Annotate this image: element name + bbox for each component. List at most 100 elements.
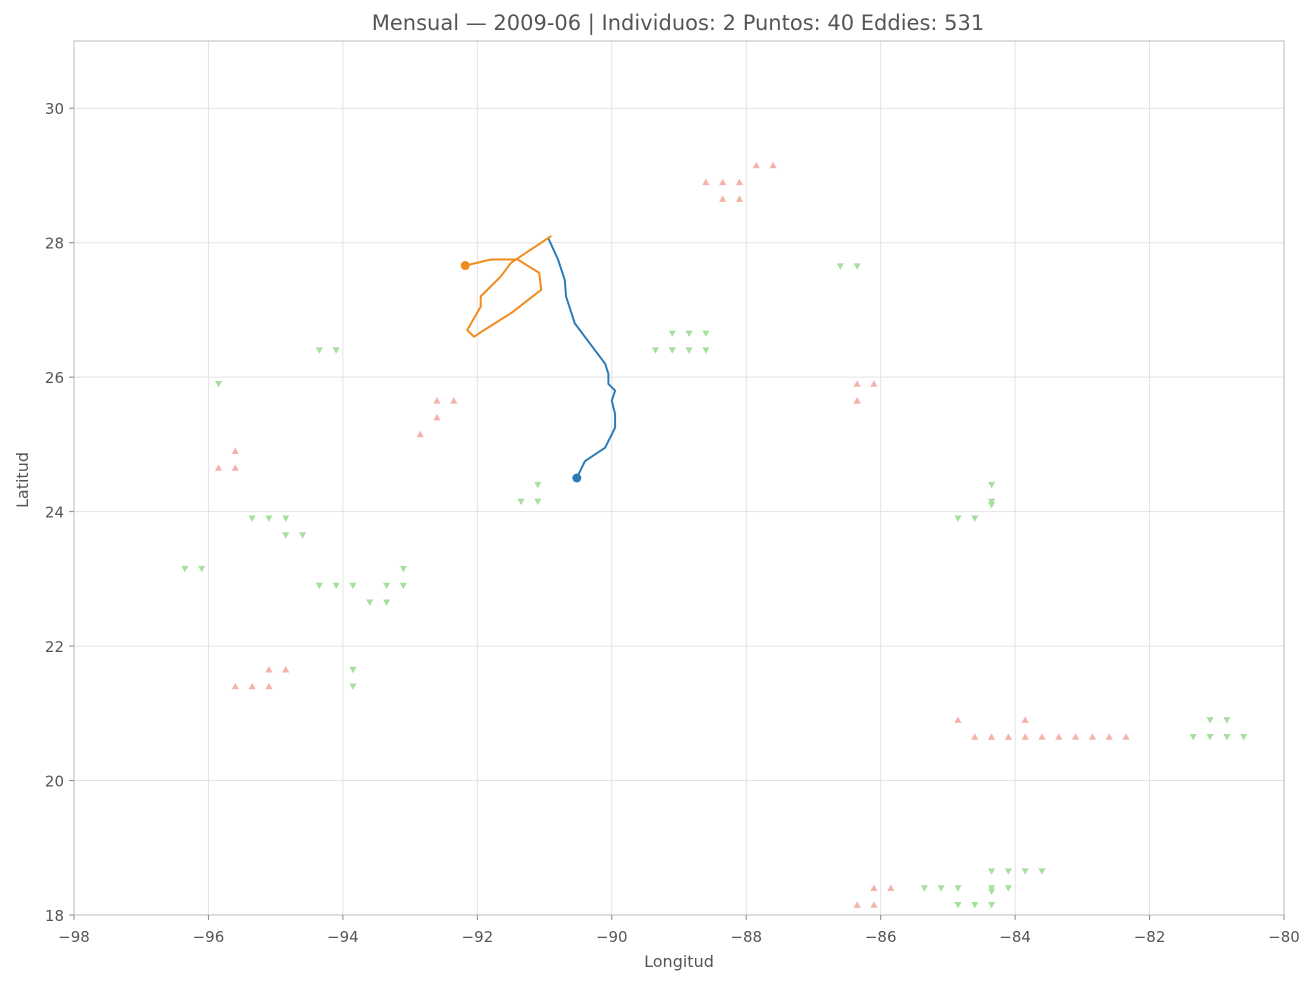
eddy-marker-up bbox=[248, 682, 256, 690]
eddy-marker-down bbox=[349, 666, 357, 674]
x-tick-label: −94 bbox=[327, 928, 359, 946]
eddy-marker-down bbox=[181, 565, 189, 573]
track-line-2 bbox=[464, 235, 552, 338]
eddy-marker-down bbox=[937, 885, 945, 892]
y-tick-label: 18 bbox=[45, 907, 64, 925]
eddy-marker-down bbox=[987, 498, 996, 506]
eddy-marker-up bbox=[870, 380, 878, 387]
eddy-marker-down bbox=[971, 902, 979, 909]
eddy-marker-down bbox=[668, 330, 676, 338]
tracks bbox=[460, 235, 617, 483]
eddy-marker-down bbox=[366, 599, 374, 606]
eddy-marker-up bbox=[853, 380, 861, 387]
eddy-marker-up bbox=[416, 430, 424, 438]
eddy-marker-down bbox=[332, 582, 340, 590]
eddy-marker-down bbox=[702, 347, 710, 354]
x-tick-label: −86 bbox=[865, 928, 897, 946]
axis-ticks: −98 −96 −94 −92 −90 −88 −86 −84 −82 −80 18 20 22 24 26… bbox=[45, 100, 1300, 946]
eddy-marker-down bbox=[971, 515, 979, 522]
plot-frame bbox=[73, 40, 1285, 916]
eddy-marker-up bbox=[1088, 733, 1097, 740]
eddy-marker-down bbox=[685, 347, 693, 354]
eddy-marker-down bbox=[954, 902, 962, 909]
eddy-marker-down bbox=[954, 885, 962, 892]
eddy-marker-down bbox=[987, 885, 996, 892]
eddy-markers bbox=[181, 161, 1248, 909]
eddy-marker-down bbox=[702, 330, 710, 338]
eddy-marker-up bbox=[231, 447, 239, 454]
x-tick-label: −80 bbox=[1268, 928, 1300, 946]
x-tick-label: −96 bbox=[193, 928, 225, 946]
eddy-marker-down bbox=[920, 885, 928, 892]
eddy-marker-down bbox=[399, 582, 407, 590]
x-tick-label: −84 bbox=[999, 928, 1031, 946]
eddy-marker-up bbox=[870, 901, 878, 908]
eddy-marker-down bbox=[349, 683, 357, 691]
eddy-marker-down bbox=[399, 565, 407, 573]
eddy-marker-down bbox=[315, 347, 323, 354]
x-axis-label: Longitud bbox=[644, 952, 714, 971]
x-tick-label: −88 bbox=[730, 928, 762, 946]
eddy-marker-up bbox=[870, 884, 878, 891]
eddy-marker-down bbox=[1240, 733, 1248, 741]
eddy-marker-down bbox=[651, 347, 660, 354]
eddy-marker-down bbox=[954, 515, 962, 522]
eddy-marker-down bbox=[534, 498, 542, 506]
eddy-marker-down bbox=[198, 565, 206, 573]
eddy-marker-up bbox=[1021, 733, 1029, 740]
eddy-marker-up bbox=[1038, 733, 1046, 740]
eddy-marker-down bbox=[1206, 733, 1214, 741]
x-tick-label: −82 bbox=[1134, 928, 1166, 946]
eddy-marker-down bbox=[987, 902, 996, 909]
eddy-marker-up bbox=[853, 901, 861, 908]
eddy-marker-up bbox=[987, 733, 996, 740]
eddy-marker-up bbox=[735, 195, 744, 202]
eddy-marker-up bbox=[433, 397, 441, 404]
eddy-marker-up bbox=[1072, 733, 1080, 740]
y-tick-label: 22 bbox=[45, 638, 64, 656]
eddy-marker-up bbox=[1055, 733, 1063, 740]
eddy-marker-down bbox=[1021, 868, 1029, 875]
eddy-marker-down bbox=[1038, 868, 1046, 875]
eddy-marker-down bbox=[1189, 733, 1197, 741]
eddy-marker-up bbox=[719, 195, 727, 202]
y-tick-label: 30 bbox=[45, 100, 64, 118]
eddy-marker-up bbox=[214, 464, 223, 471]
eddy-marker-up bbox=[719, 178, 727, 186]
chart-title: Mensual — 2009-06 | Individuos: 2 Puntos… bbox=[372, 11, 985, 36]
x-tick-label: −90 bbox=[596, 928, 628, 946]
eddy-marker-down bbox=[315, 582, 323, 590]
eddy-marker-up bbox=[433, 413, 441, 421]
x-tick-label: −98 bbox=[58, 928, 90, 946]
eddy-marker-down bbox=[248, 515, 256, 522]
eddy-marker-up bbox=[954, 716, 962, 723]
eddy-marker-up bbox=[769, 161, 777, 169]
eddy-marker-up bbox=[971, 733, 979, 740]
eddy-marker-up bbox=[1122, 733, 1130, 740]
x-tick-label: −92 bbox=[462, 928, 494, 946]
y-tick-label: 20 bbox=[45, 773, 64, 791]
eddy-marker-up bbox=[887, 884, 895, 891]
eddy-marker-up bbox=[265, 682, 273, 690]
eddy-marker-down bbox=[685, 330, 693, 338]
eddy-marker-down bbox=[282, 515, 290, 522]
eddy-marker-down bbox=[1004, 885, 1012, 892]
eddy-marker-up bbox=[702, 178, 710, 186]
eddy-marker-down bbox=[987, 481, 996, 489]
track-line-1 bbox=[546, 236, 617, 479]
eddy-marker-up bbox=[231, 682, 239, 690]
y-tick-label: 26 bbox=[45, 369, 64, 387]
eddy-marker-down bbox=[298, 532, 307, 539]
eddy-marker-down bbox=[517, 498, 525, 506]
eddy-marker-down bbox=[382, 599, 391, 606]
eddy-marker-down bbox=[1004, 868, 1012, 875]
track-end-marker-1 bbox=[572, 473, 582, 483]
eddy-marker-down bbox=[836, 263, 844, 270]
eddy-marker-up bbox=[853, 397, 861, 404]
eddy-marker-up bbox=[1004, 733, 1012, 740]
eddy-marker-down bbox=[265, 515, 273, 522]
eddy-marker-down bbox=[987, 502, 996, 509]
eddy-marker-down bbox=[987, 888, 996, 896]
eddy-marker-up bbox=[1105, 733, 1113, 740]
